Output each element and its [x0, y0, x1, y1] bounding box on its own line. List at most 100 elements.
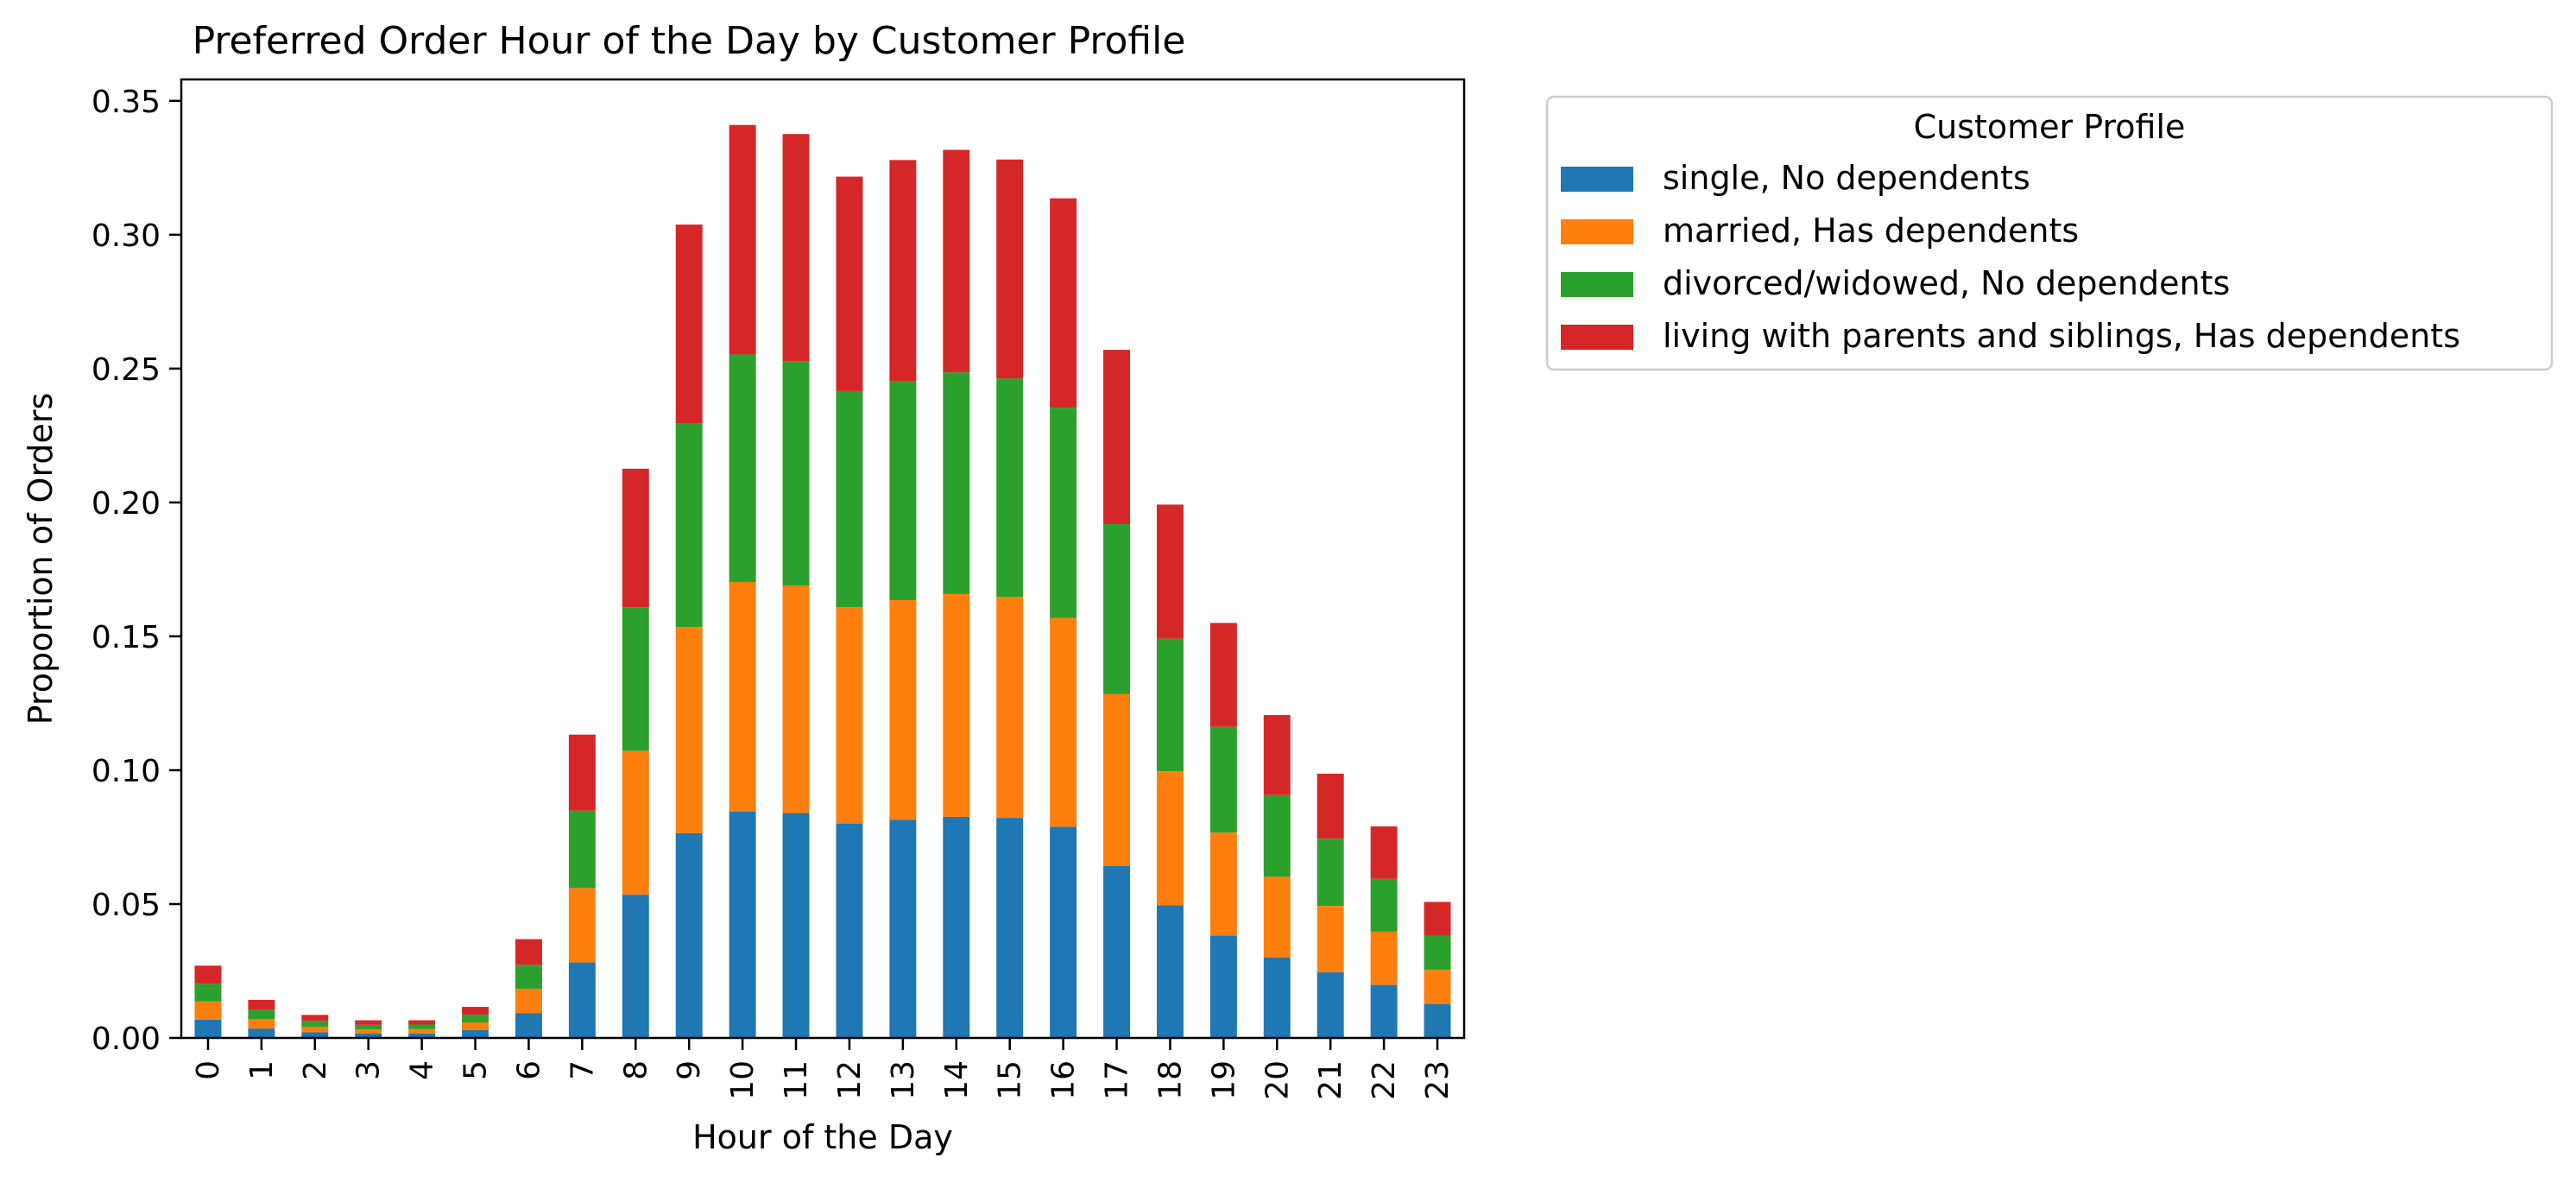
bar-series-1-hour-21 — [1316, 906, 1344, 973]
chart-title: Preferred Order Hour of the Day by Custo… — [193, 19, 1186, 63]
bar-series-2-hour-17 — [1103, 524, 1131, 694]
bar-series-3-hour-6 — [515, 939, 542, 965]
bar-series-3-hour-13 — [889, 160, 917, 382]
bar-series-0-hour-5 — [462, 1030, 489, 1038]
bar-series-1-hour-1 — [248, 1018, 275, 1029]
bar-series-2-hour-16 — [1050, 408, 1077, 618]
bar-series-3-hour-12 — [836, 176, 863, 391]
legend-label-1: married, Has dependents — [1663, 212, 2079, 250]
x-tick-label: 21 — [1313, 1060, 1348, 1100]
y-tick-label: 0.35 — [92, 85, 161, 120]
x-tick-label: 10 — [725, 1060, 761, 1100]
legend-swatch-2 — [1561, 272, 1633, 297]
legend-title: Customer Profile — [1914, 108, 2186, 146]
legend-swatch-0 — [1561, 167, 1633, 192]
bar-series-3-hour-9 — [675, 225, 703, 424]
bar-series-3-hour-5 — [462, 1007, 489, 1015]
bar-series-2-hour-22 — [1370, 878, 1398, 932]
bar-series-0-hour-4 — [408, 1033, 436, 1038]
bar-series-0-hour-14 — [943, 816, 970, 1038]
bar-series-1-hour-0 — [194, 1001, 222, 1020]
bar-series-3-hour-15 — [996, 159, 1024, 379]
y-axis-label: Proportion of Orders — [22, 393, 60, 725]
legend: Customer Profile single, No dependents ma… — [1545, 95, 2554, 371]
x-tick-label: 6 — [511, 1060, 546, 1080]
bar-series-1-hour-15 — [996, 597, 1024, 819]
bar-series-1-hour-10 — [729, 581, 756, 812]
bar-series-2-hour-20 — [1263, 794, 1291, 877]
bar-series-3-hour-3 — [355, 1020, 382, 1025]
plot-frame — [180, 78, 1466, 1040]
x-tick-label: 4 — [405, 1060, 440, 1080]
bar-series-0-hour-13 — [889, 819, 917, 1038]
x-tick-label: 3 — [351, 1060, 387, 1080]
bar-series-0-hour-9 — [675, 832, 703, 1038]
bar-series-3-hour-19 — [1209, 623, 1237, 727]
bar-series-0-hour-15 — [996, 818, 1024, 1038]
bar-series-1-hour-8 — [622, 750, 649, 895]
bar-series-2-hour-9 — [675, 423, 703, 628]
x-tick-label: 11 — [779, 1060, 814, 1100]
legend-swatch-1 — [1561, 219, 1633, 244]
bar-series-3-hour-17 — [1103, 350, 1131, 525]
x-tick-label: 23 — [1420, 1060, 1455, 1100]
bar-series-1-hour-14 — [943, 593, 970, 817]
bar-series-1-hour-19 — [1209, 832, 1237, 936]
bar-series-3-hour-21 — [1316, 773, 1344, 839]
x-tick-label: 16 — [1046, 1060, 1082, 1100]
bar-series-1-hour-2 — [301, 1026, 329, 1033]
x-tick-label: 19 — [1206, 1060, 1241, 1100]
bar-series-0-hour-8 — [622, 895, 649, 1038]
bar-series-2-hour-5 — [462, 1015, 489, 1023]
x-tick-label: 14 — [939, 1060, 975, 1100]
x-tick-label: 22 — [1367, 1060, 1402, 1100]
x-axis-label: Hour of the Day — [692, 1118, 953, 1156]
x-tick-label: 13 — [886, 1060, 921, 1100]
bar-series-3-hour-22 — [1370, 826, 1398, 879]
bar-series-2-hour-10 — [729, 354, 756, 582]
bar-series-1-hour-4 — [408, 1028, 436, 1034]
x-tick-label: 0 — [191, 1060, 226, 1080]
bar-series-3-hour-0 — [194, 965, 222, 984]
y-tick-label: 0.30 — [92, 218, 161, 254]
y-tick-label: 0.25 — [92, 352, 161, 388]
legend-swatch-3 — [1561, 325, 1633, 350]
x-tick-label: 8 — [618, 1060, 653, 1080]
bar-series-0-hour-10 — [729, 812, 756, 1038]
bar-series-2-hour-15 — [996, 378, 1024, 598]
y-tick-label: 0.10 — [92, 754, 161, 789]
bar-series-1-hour-9 — [675, 627, 703, 833]
bar-series-0-hour-11 — [782, 813, 810, 1038]
legend-label-3: living with parents and siblings, Has de… — [1663, 317, 2460, 355]
bar-series-2-hour-1 — [248, 1009, 275, 1019]
bar-series-2-hour-4 — [408, 1024, 436, 1029]
bar-series-3-hour-7 — [568, 734, 596, 811]
bar-series-0-hour-17 — [1103, 865, 1131, 1038]
bar-series-2-hour-13 — [889, 381, 917, 601]
bar-series-1-hour-18 — [1156, 771, 1184, 906]
x-tick-label: 20 — [1260, 1060, 1295, 1100]
bar-series-2-hour-18 — [1156, 638, 1184, 772]
legend-label-0: single, No dependents — [1663, 159, 2030, 197]
bar-series-3-hour-10 — [729, 124, 756, 355]
bar-series-0-hour-12 — [836, 823, 863, 1038]
bar-series-0-hour-3 — [355, 1034, 382, 1038]
y-axis: 0.00 0.05 0.10 0.15 0.20 0.25 0.30 0.35 — [92, 85, 181, 1057]
bar-series-0-hour-2 — [301, 1032, 329, 1038]
x-tick-label: 15 — [993, 1060, 1028, 1100]
bar-series-2-hour-2 — [301, 1021, 329, 1027]
bar-series-1-hour-7 — [568, 888, 596, 963]
x-tick-label: 9 — [672, 1060, 707, 1080]
x-tick-label: 12 — [832, 1060, 868, 1100]
bar-series-1-hour-17 — [1103, 693, 1131, 866]
bar-series-0-hour-19 — [1209, 935, 1237, 1038]
bar-series-0-hour-16 — [1050, 826, 1077, 1038]
x-tick-label: 1 — [244, 1060, 280, 1080]
bar-series-3-hour-18 — [1156, 504, 1184, 639]
bar-series-0-hour-7 — [568, 962, 596, 1038]
bar-series-1-hour-16 — [1050, 617, 1077, 827]
bar-series-0-hour-6 — [515, 1013, 542, 1038]
bar-series-1-hour-20 — [1263, 876, 1291, 958]
bar-series-0-hour-18 — [1156, 905, 1184, 1038]
bar-series-1-hour-5 — [462, 1022, 489, 1031]
